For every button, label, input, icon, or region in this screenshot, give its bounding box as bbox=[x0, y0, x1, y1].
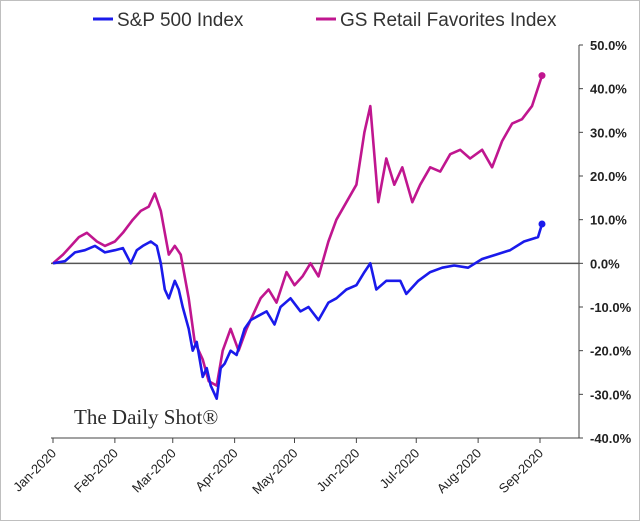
chart-legend: S&P 500 Index GS Retail Favorites Index bbox=[93, 10, 557, 31]
x-tick-label: Aug-2020 bbox=[434, 446, 484, 496]
y-tick-label: -30.0% bbox=[590, 387, 632, 402]
legend-label-gs-retail: GS Retail Favorites Index bbox=[340, 10, 557, 31]
y-tick-label: 40.0% bbox=[590, 82, 627, 97]
legend-label-sp500: S&P 500 Index bbox=[117, 10, 244, 31]
x-tick-label: Mar-2020 bbox=[129, 446, 179, 496]
y-tick-label: 20.0% bbox=[590, 169, 627, 184]
x-tick-label: Jun-2020 bbox=[314, 446, 363, 495]
y-tick-label: -20.0% bbox=[590, 344, 632, 359]
y-tick-label: -40.0% bbox=[590, 431, 632, 446]
watermark-text: The Daily Shot® bbox=[74, 405, 218, 429]
x-tick-label: Feb-2020 bbox=[71, 446, 121, 496]
x-tick-label: Apr-2020 bbox=[192, 446, 240, 494]
series-lines bbox=[52, 72, 546, 401]
y-tick-label: 0.0% bbox=[590, 256, 620, 271]
series-line-sp500 bbox=[52, 223, 544, 401]
y-axis-ticks: 50.0% 40.0% 30.0% 20.0% 10.0% 0.0% -10.0% -20.0… bbox=[579, 38, 632, 446]
end-marker-sp500 bbox=[538, 220, 546, 228]
x-tick-label: May-2020 bbox=[249, 446, 300, 497]
y-tick-label: 10.0% bbox=[590, 213, 627, 228]
y-tick-label: 50.0% bbox=[590, 38, 627, 53]
series-line-gs-retail bbox=[52, 75, 544, 387]
x-tick-label: Jan-2020 bbox=[10, 446, 59, 495]
y-tick-label: 30.0% bbox=[590, 125, 627, 140]
x-tick-label: Sep-2020 bbox=[496, 446, 546, 496]
chart-grid bbox=[51, 45, 580, 439]
end-marker-gs-retail bbox=[538, 72, 546, 80]
x-axis-ticks: Jan-2020 Feb-2020 Mar-2020 Apr-2020 May-2020… bbox=[10, 438, 546, 497]
y-tick-label: -10.0% bbox=[590, 300, 632, 315]
x-tick-label: Jul-2020 bbox=[377, 446, 423, 492]
